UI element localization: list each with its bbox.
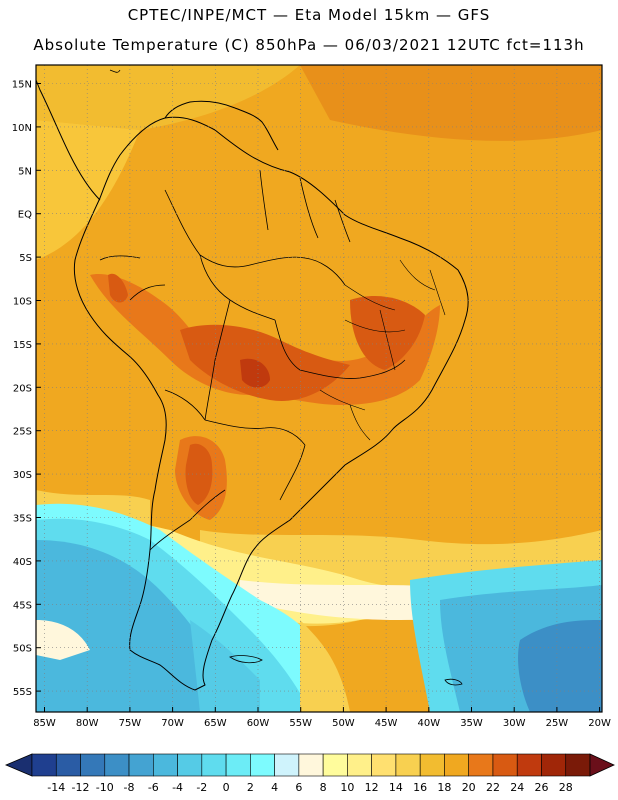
colorbar-swatch [541,753,567,777]
map-title-line2: Absolute Temperature (C) 850hPa — 06/03/… [33,36,585,54]
islands [109,69,463,686]
map-frame [35,64,603,713]
colorbar-label: 16 [413,781,427,794]
colorbar-swatch [201,753,227,777]
colorbar-label: 24 [510,781,524,794]
longitude-axis: 85W 80W 75W 70W 65W 60W 55W 50W 45W 40W 35W 30W 25W 2… [33,707,611,729]
colorbar-label: 0 [223,781,230,794]
lon-tick-label: 40W [417,718,440,729]
colorbar-label: -8 [124,781,135,794]
colorbar-swatch [104,753,130,777]
colorbar-label: -4 [172,781,183,794]
lat-tick-label: 5N [18,166,32,177]
colorbar-label: 14 [389,781,403,794]
colorbar-label: 26 [534,781,548,794]
colorbar-label: -10 [96,781,114,794]
lon-tick-label: 70W [161,718,184,729]
lat-tick-label: 35S [13,514,32,525]
colorbar-swatch [298,753,324,777]
colorbar-swatch [274,753,300,777]
lon-tick-label: 50W [332,718,355,729]
state-borders [319,259,446,441]
lon-tick-label: 20W [588,718,611,729]
lat-tick-label: 20S [13,383,32,394]
lon-tick-label: 45W [375,718,398,729]
lon-tick-label: 25W [546,718,569,729]
colorbar-label: -6 [148,781,159,794]
lon-tick-label: 80W [76,718,99,729]
lat-tick-label: 5S [19,253,32,264]
lon-tick-label: 85W [33,718,56,729]
lon-tick-label: 30W [503,718,526,729]
colorbar-swatch [80,753,106,777]
colorbar-label: -12 [72,781,90,794]
colorbar-label: 8 [320,781,327,794]
lon-tick-label: 75W [119,718,142,729]
colorbar-swatch [565,753,591,777]
colorbar: -14 -12 -10 -8 -6 -4 -2 0 2 4 6 8 10 12 14 16 18 20 22 24 26… [4,753,615,794]
colorbar-label: 12 [365,781,379,794]
colorbar-label: -14 [47,781,65,794]
lat-tick-label: 30S [13,470,32,481]
colorbar-swatch [371,753,397,777]
colorbar-swatch [444,753,469,777]
coastlines [35,79,469,691]
colorbar-under-arrow [4,753,33,777]
colorbar-swatch [322,753,348,777]
lat-tick-label: 10N [12,123,32,134]
colorbar-label: 20 [462,781,476,794]
lon-tick-label: 65W [204,718,227,729]
colorbar-swatch [250,753,275,777]
colorbar-label: 4 [271,781,278,794]
colorbar-label: -2 [196,781,207,794]
lat-tick-label: 10S [13,297,32,308]
latitude-axis: 15N 10N 5N EQ 5S 10S 15S 20S 25S 30S 35S 40S 45S 50S 5… [12,80,41,698]
colorbar-swatch [492,753,518,777]
map-title-line1: CPTEC/INPE/MCT — Eta Model 15km — GFS [127,6,491,24]
lat-tick-label: 45S [13,600,32,611]
colorbar-swatch [128,753,154,777]
colorbar-swatch [347,753,372,777]
colorbar-swatch [468,753,494,777]
colorbar-over-arrow [589,753,615,777]
lat-tick-label: 15N [12,80,32,91]
lat-tick-label: EQ [18,210,32,221]
colorbar-swatch [395,753,421,777]
colorbar-label: 2 [247,781,254,794]
lon-tick-label: 55W [289,718,312,729]
lat-tick-label: 25S [13,427,32,438]
colorbar-swatch [516,753,542,777]
temperature-field [36,65,602,712]
lat-tick-label: 40S [13,557,32,568]
lon-tick-label: 60W [247,718,270,729]
lon-tick-label: 35W [460,718,483,729]
country-borders [99,169,406,551]
colorbar-swatch [55,753,81,777]
colorbar-label: 22 [486,781,500,794]
colorbar-swatch [419,753,445,777]
temperature-map: 15N 10N 5N EQ 5S 10S 15S 20S 25S 30S 35S 40S 45S 50S 5… [12,64,611,729]
colorbar-swatch [153,753,178,777]
colorbar-label: 28 [559,781,573,794]
lat-tick-label: 50S [13,644,32,655]
colorbar-label: 6 [295,781,302,794]
colorbar-swatch [177,753,203,777]
colorbar-swatch [225,753,251,777]
colorbar-label: 18 [437,781,451,794]
colorbar-swatch [31,753,57,777]
lat-tick-label: 55S [13,687,32,698]
lat-tick-label: 15S [13,340,32,351]
colorbar-label: 10 [340,781,354,794]
